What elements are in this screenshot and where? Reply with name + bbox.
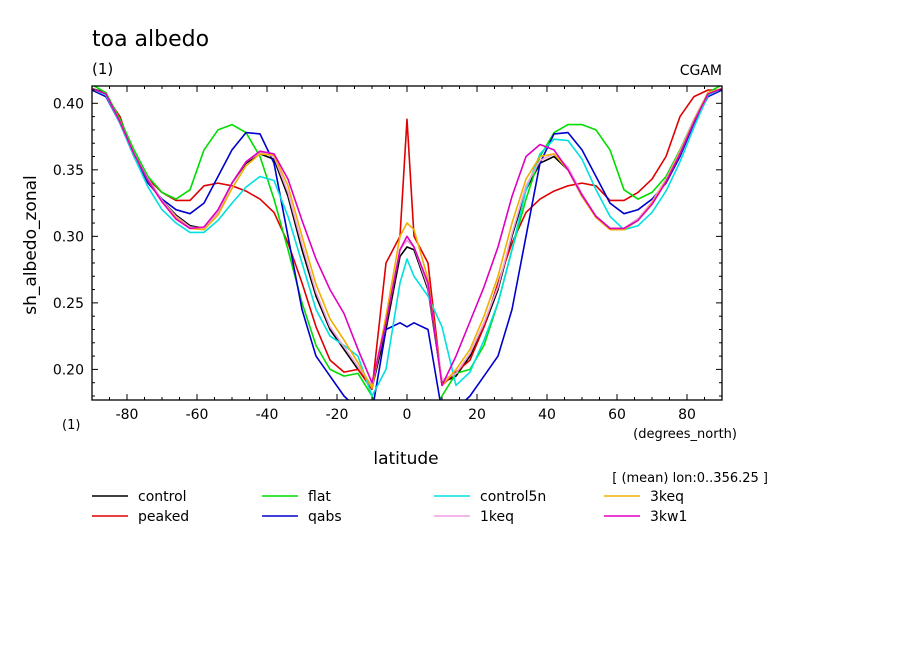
plot-area: -80 -60 -40 -20 0 20 40 60 80 0.200.250.300.350.… bbox=[53, 85, 723, 423]
x-tick-label: -80 bbox=[116, 407, 139, 423]
y-tick-label: 0.35 bbox=[53, 163, 84, 179]
legend-label-control: control bbox=[138, 489, 187, 505]
legend-label-1keq: 1keq bbox=[480, 509, 514, 525]
plot-frame bbox=[91, 85, 723, 401]
x-tick-label: 60 bbox=[608, 407, 626, 423]
x-tick-label: 0 bbox=[403, 407, 412, 423]
y-tick-label: 0.30 bbox=[53, 229, 84, 245]
chart-title: toa albedo bbox=[92, 27, 209, 52]
x-tick-label: 20 bbox=[468, 407, 486, 423]
x-tick-label: -40 bbox=[256, 407, 279, 423]
series-line-qabs bbox=[92, 89, 722, 400]
series-line-flat bbox=[92, 86, 722, 400]
legend-label-3kw1: 3kw1 bbox=[650, 509, 687, 525]
series-line-control5n bbox=[92, 87, 722, 397]
x-unit-label: (degrees_north) bbox=[633, 427, 737, 442]
legend-label-qabs: qabs bbox=[308, 509, 342, 525]
legend-label-peaked: peaked bbox=[138, 509, 189, 525]
chart-subtitle: (1) bbox=[92, 60, 113, 78]
x-tick-label: 40 bbox=[538, 407, 556, 423]
legend-label-3keq: 3keq bbox=[650, 489, 684, 505]
x-axis-ticks: -80 -60 -40 -20 0 20 40 60 80 bbox=[109, 86, 705, 423]
y-axis-label: sh_albedo_zonal bbox=[21, 175, 41, 314]
y-axis-ticks: 0.20 0.25 0.30 0.35 0.40 bbox=[53, 89, 722, 397]
x-axis-label: latitude bbox=[373, 449, 438, 469]
x-tick-label: -60 bbox=[186, 407, 209, 423]
averaging-note: [ (mean) lon:0..356.25 ] bbox=[612, 471, 768, 486]
series-line-3kw1 bbox=[92, 87, 722, 387]
legend-label-flat: flat bbox=[308, 489, 331, 505]
legend-label-control5n: control5n bbox=[480, 489, 546, 505]
series-line-3keq bbox=[92, 87, 722, 389]
y-tick-label: 0.25 bbox=[53, 296, 84, 312]
series-layer bbox=[92, 86, 722, 400]
series-line-peaked bbox=[92, 89, 722, 391]
source-label: CGAM bbox=[680, 63, 722, 79]
y-tick-label: 0.40 bbox=[53, 96, 84, 112]
series-line-control bbox=[92, 87, 722, 389]
x-tick-label: -20 bbox=[326, 407, 349, 423]
y-tick-label: 0.20 bbox=[53, 362, 84, 378]
legend: control peaked flat qabs control5n 1keq 3keq 3k… bbox=[92, 489, 687, 525]
y-unit-label: (1) bbox=[62, 418, 80, 433]
x-tick-label: 80 bbox=[678, 407, 696, 423]
